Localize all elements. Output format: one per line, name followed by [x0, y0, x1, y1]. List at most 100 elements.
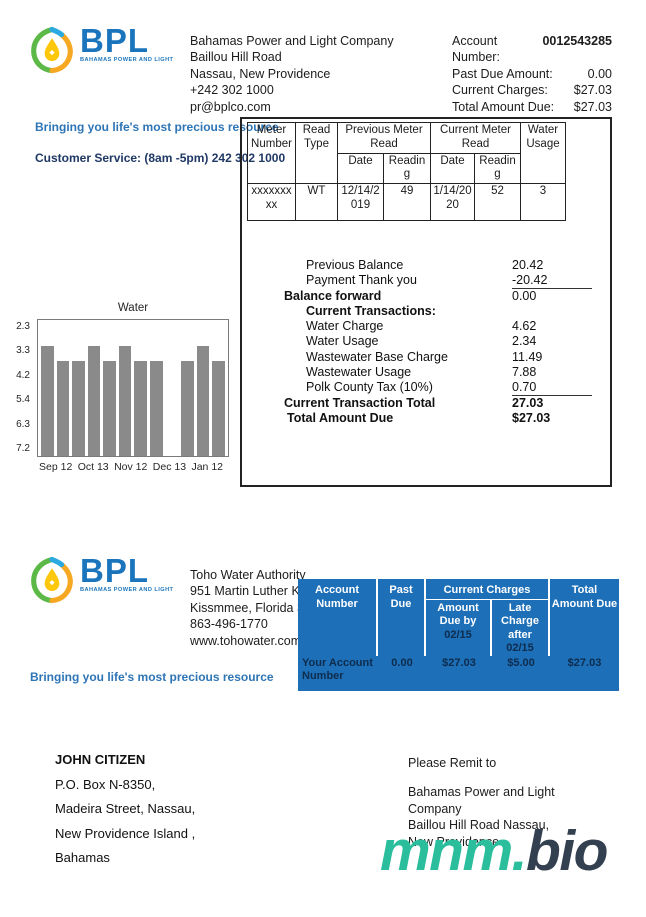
remit-current-charges-header: Current Charges: [426, 584, 548, 600]
x-tick-label: Dec 13: [152, 461, 187, 473]
remit-to-company: Bahamas Power and Light Company: [408, 785, 555, 816]
water-chart-y-ticks: 2.3 3.3 4.2 5.4 6.3 7.2: [2, 321, 30, 454]
company-name: Bahamas Power and Light Company: [190, 34, 394, 48]
remit-current-charges-group: Current Charges Amount Due by 02/15 Late…: [426, 579, 550, 656]
recipient-country: Bahamas: [55, 850, 110, 865]
customer-service-line: Customer Service: (8am -5pm) 242 302 100…: [35, 151, 286, 165]
water-chart-plot: [37, 319, 229, 457]
previous-reading-header: Reading: [383, 152, 431, 185]
chart-bar: [134, 360, 148, 456]
balance-row: Total Amount Due $27.03: [284, 411, 594, 426]
remit-to-block: Please Remit to Bahamas Power and Light …: [408, 755, 576, 850]
balance-row-value: 0.70: [512, 380, 592, 396]
remit-amount-due-header: Amount Due by 02/15: [426, 599, 492, 656]
remit-account-number-header: Account Number: [298, 579, 378, 656]
account-summary-row: Account Number: 0012543285: [452, 33, 612, 66]
recipient-pobox: P.O. Box N-8350,: [55, 776, 156, 792]
x-tick-label: Oct 13: [77, 461, 109, 473]
tagline: Bringing you life's most precious resour…: [35, 120, 279, 134]
meter-table-data-row: xxxxxxxxx WT 12/14/2019 49 1/14/2020 52 …: [247, 183, 566, 222]
chart-bar: [212, 360, 225, 456]
current-date-header: Date: [430, 152, 475, 185]
chart-bar: [56, 360, 70, 456]
balance-row-value: 11.49: [512, 349, 543, 364]
y-tick-label: 5.4: [16, 394, 30, 406]
authority-city: Kissmmee, Florida 34741: [190, 600, 332, 615]
bpl-logo-icon: [31, 26, 73, 74]
company-address-block: Bahamas Power and Light Company Baillou …: [190, 33, 394, 115]
chart-bar: [150, 360, 163, 456]
y-tick-label: 6.3: [16, 418, 30, 430]
current-reading-header: Reading: [474, 152, 521, 185]
current-charges-label: Current Charges:: [452, 83, 548, 98]
current-meter-read-header: Current Meter Read: [430, 122, 521, 154]
balance-section: Previous Balance 20.42 Payment Thank you -…: [284, 258, 594, 426]
bpl-logo-secondary: BPL BAHAMAS POWER AND LIGHT: [30, 552, 174, 604]
authority-phone: 863-496-1770: [190, 617, 268, 632]
bpl-logo-icon: [31, 556, 73, 604]
remit-late-charge-header: Late Charge after 02/15: [492, 600, 548, 656]
water-usage-header: Water Usage: [520, 121, 566, 185]
x-tick-label: Jan 12: [191, 461, 223, 473]
chart-bar: [103, 360, 116, 456]
y-tick-label: 2.3: [16, 321, 30, 332]
balance-row-label: Balance forward: [284, 289, 382, 304]
company-street: Baillou Hill Road: [190, 50, 282, 65]
bill-detail-box: Meter Number Read Type Previous Meter Re…: [240, 117, 612, 487]
account-number-value: 0012543285: [542, 34, 612, 48]
balance-row-value: 7.88: [512, 364, 537, 379]
y-tick-label: 4.2: [16, 369, 30, 381]
balance-row-label: Water Usage: [306, 334, 379, 349]
recipient-name: JOHN CITIZEN: [55, 752, 146, 767]
y-tick-label: 3.3: [16, 345, 30, 357]
tagline: Bringing you life's most precious resour…: [30, 670, 274, 684]
balance-row: Wastewater Usage 7.88: [284, 365, 594, 380]
company-city: Nassau, New Providence: [190, 66, 331, 81]
balance-row-value: 27.03: [512, 395, 544, 410]
chart-bar: [181, 360, 194, 456]
remit-amount-due-value: $27.03: [442, 656, 476, 669]
x-tick-label: Sep 12: [39, 461, 73, 473]
balance-row-value: -20.42: [512, 273, 592, 290]
chart-bar: [196, 345, 210, 456]
past-due-label: Past Due Amount:: [452, 66, 553, 81]
account-summary-row: Total Amount Due: $27.03: [452, 99, 612, 115]
remit-total-due-header: Total Amount Due: [551, 584, 618, 610]
authority-website: www.tohowater.com: [190, 633, 302, 648]
late-charge-after-label: Late Charge after: [501, 601, 539, 641]
balance-row-label: Polk County Tax (10%): [306, 379, 433, 394]
meter-table: Meter Number Read Type Previous Meter Re…: [247, 121, 566, 222]
current-charges-value: $27.03: [573, 83, 612, 98]
amount-due-date: 02/15: [444, 628, 472, 641]
current-date-value: 1/14/2020: [430, 183, 475, 222]
watermark-teal-text: mnm.: [380, 819, 528, 883]
balance-row: Water Usage 2.34: [284, 334, 594, 349]
remit-table-data-row: Your Account Number 0.00 $27.03 $5.00 $2…: [298, 656, 619, 691]
balance-row-value: [512, 304, 592, 319]
remit-to-street: Baillou Hill Road Nassau,: [408, 818, 550, 833]
remit-late-charge-value: $5.00: [507, 656, 535, 669]
meter-number-header: Meter Number: [247, 121, 296, 185]
remit-past-due-header: Past Due: [378, 579, 426, 656]
bpl-logo-subtext: BAHAMAS POWER AND LIGHT: [80, 587, 174, 593]
account-summary-row: Past Due Amount: 0.00: [452, 66, 612, 82]
chart-bar: [87, 345, 101, 456]
balance-row: Current Transaction Total 27.03: [284, 396, 594, 411]
balance-row: Polk County Tax (10%) 0.70: [284, 380, 594, 396]
authority-address-block: Toho Water Authority 951 Martin Luther K…: [190, 567, 344, 649]
balance-row-label: Wastewater Base Charge: [306, 349, 448, 364]
remit-total-due-value: $27.03: [567, 656, 602, 669]
previous-reading-value: 49: [383, 183, 431, 222]
chart-bar: [118, 345, 132, 456]
authority-name: Toho Water Authority: [190, 568, 306, 582]
read-type-header: Read Type: [295, 121, 338, 185]
previous-date-header: Date: [337, 152, 384, 185]
balance-row: Wastewater Base Charge 11.49: [284, 350, 594, 365]
bpl-logo: BPL BAHAMAS POWER AND LIGHT: [30, 24, 173, 74]
watermark: mnm.bio: [380, 823, 609, 880]
balance-row: Payment Thank you -20.42: [284, 273, 594, 290]
bpl-logo-text: BPL: [80, 552, 149, 589]
meter-table-header-row: Meter Number Read Type Previous Meter Re…: [247, 121, 566, 185]
mailing-address-block: JOHN CITIZEN P.O. Box N-8350, Madeira St…: [55, 748, 195, 871]
